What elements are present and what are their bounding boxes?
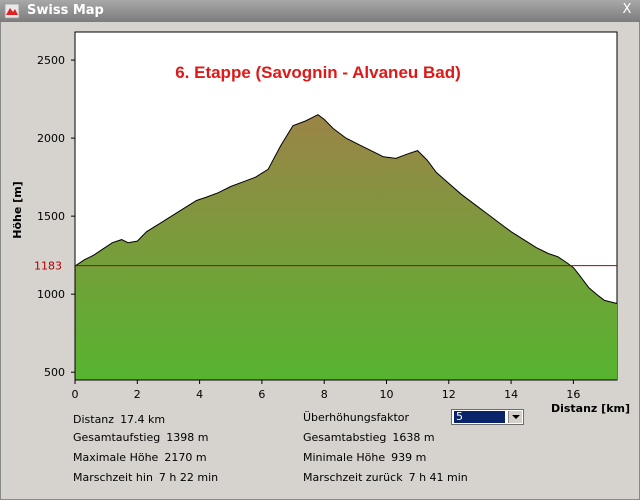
stat-time-back: Marschzeit zurück 7 h 41 min [303, 471, 468, 484]
stat-distance-value: 17.4 km [120, 413, 166, 426]
stat-descent-label: Gesamtabstieg [303, 431, 387, 444]
terrain-outline [74, 114, 618, 304]
x-tick-label: 6 [258, 388, 265, 401]
y-tick-label: 500 [44, 366, 65, 379]
x-tick-label: 8 [321, 388, 328, 401]
stat-exaggeration-label: Überhöhungsfaktor [303, 411, 410, 424]
stat-min-height-label: Minimale Höhe [303, 451, 386, 464]
x-tick-label: 10 [379, 388, 393, 401]
x-tick-label: 12 [442, 388, 456, 401]
stat-min-height: Minimale Höhe 939 m [303, 451, 426, 464]
x-axis-label: Distanz [km] [551, 402, 630, 415]
stat-time-forward-label: Marschzeit hin [73, 471, 153, 484]
stat-descent-value: 1638 m [392, 431, 435, 444]
stat-time-back-label: Marschzeit zurück [303, 471, 403, 484]
stat-time-back-value: 7 h 41 min [408, 471, 468, 484]
reference-line-label: 1183 [34, 260, 62, 273]
stat-min-height-value: 939 m [391, 451, 427, 464]
x-tick-label: 16 [566, 388, 580, 401]
stat-time-forward: Marschzeit hin 7 h 22 min [73, 471, 218, 484]
y-tick-label: 1500 [37, 210, 65, 223]
window-title: Swiss Map [27, 3, 104, 18]
close-button[interactable]: X [622, 2, 632, 17]
chart-title: 6. Etappe (Savognin - Alvaneu Bad) [175, 63, 461, 82]
x-tick-label: 2 [134, 388, 141, 401]
stat-exaggeration: Überhöhungsfaktor [303, 411, 415, 424]
stat-ascent-value: 1398 m [166, 431, 209, 444]
title-bar: Swiss Map X [0, 0, 640, 22]
chevron-down-icon[interactable] [508, 411, 522, 423]
elevation-chart: 6. Etappe (Savognin - Alvaneu Bad) 1183 … [11, 31, 630, 415]
terrain-area [75, 114, 617, 380]
y-axis-ticks: 500 1000 1500 2000 2500 [37, 54, 75, 379]
y-tick-label: 2500 [37, 54, 65, 67]
y-axis-label: Höhe [m] [11, 181, 24, 238]
stat-distance-label: Distanz [73, 413, 115, 426]
x-axis-ticks: 0 2 4 6 8 10 12 14 16 [72, 380, 580, 401]
stat-ascent: Gesamtaufstieg 1398 m [73, 431, 208, 444]
stat-max-height: Maximale Höhe 2170 m [73, 451, 207, 464]
stat-max-height-value: 2170 m [164, 451, 207, 464]
y-tick-label: 1000 [37, 288, 65, 301]
stat-distance: Distanz 17.4 km [73, 413, 165, 426]
x-tick-label: 0 [72, 388, 79, 401]
stat-ascent-label: Gesamtaufstieg [73, 431, 161, 444]
stat-max-height-label: Maximale Höhe [73, 451, 159, 464]
stat-time-forward-value: 7 h 22 min [158, 471, 219, 484]
swiss-map-app-icon [4, 3, 20, 19]
y-tick-label: 2000 [37, 132, 65, 145]
exaggeration-factor-value: 5 [454, 411, 505, 423]
x-tick-label: 4 [196, 388, 203, 401]
stat-descent: Gesamtabstieg 1638 m [303, 431, 435, 444]
x-tick-label: 14 [504, 388, 518, 401]
exaggeration-factor-select[interactable]: 5 [451, 409, 524, 425]
